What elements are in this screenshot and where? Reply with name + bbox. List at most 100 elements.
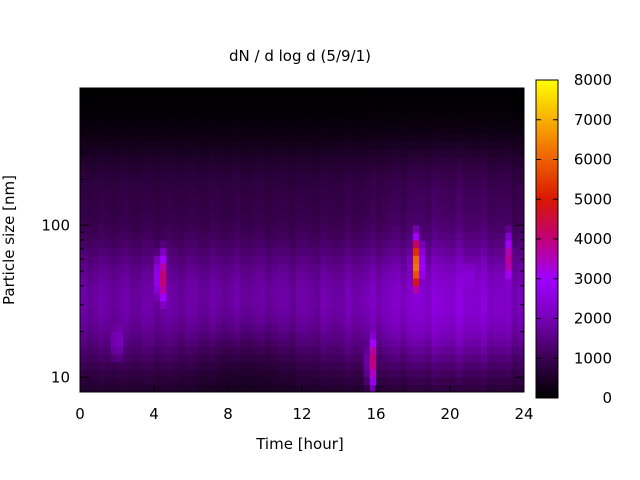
heatmap-cell [413,202,420,211]
heatmap-cell [450,369,457,378]
heatmap-cell [271,209,278,218]
heatmap-cell [265,232,272,241]
heatmap-cell [86,224,93,233]
heatmap-cell [314,103,322,112]
heatmap-cell [493,285,500,294]
heatmap-cell [271,361,278,370]
heatmap-cell [308,103,315,112]
heatmap-cell [86,217,93,226]
heatmap-cell [493,278,500,287]
heatmap-cell [277,148,285,157]
heatmap-cell [110,95,118,104]
heatmap-cell [240,217,248,226]
heatmap-cell [382,300,389,309]
heatmap-cell [431,194,439,203]
heatmap-cell [351,103,359,112]
heatmap-cell [215,224,223,233]
heatmap-cell [302,118,309,127]
heatmap-cell [147,110,155,119]
heatmap-cell [511,179,519,188]
heatmap-cell [178,247,186,256]
heatmap-cell [277,156,285,165]
heatmap-cell [443,217,451,226]
heatmap-cell [493,331,500,340]
heatmap-cell [320,262,328,271]
heatmap-cell [431,88,439,97]
heatmap-cell [406,384,414,392]
heatmap-cell [277,376,285,385]
heatmap-cell [184,209,192,218]
heatmap-cell [505,194,513,203]
heatmap-cell [197,103,204,112]
heatmap-cell [123,270,130,279]
heatmap-cell [456,247,463,256]
heatmap-cell [394,240,402,249]
heatmap-cell [480,156,488,165]
heatmap-cell [110,194,118,203]
heatmap-cell [209,133,217,142]
heatmap-cell [302,376,309,385]
heatmap-cell [499,110,507,119]
heatmap-cell [135,179,143,188]
heatmap-cell [86,354,93,363]
heatmap-cell [511,110,519,119]
heatmap-cell [283,164,291,173]
heatmap-cell [437,384,445,392]
heatmap-cell [228,384,235,392]
heatmap-cell [400,323,408,332]
heatmap-cell [154,278,161,287]
heatmap-cell [265,278,272,287]
heatmap-cell [443,323,451,332]
heatmap-cell [246,110,254,119]
heatmap-cell [178,209,186,218]
heatmap-cell [425,354,433,363]
heatmap-cell [487,156,494,165]
heatmap-cell [271,156,278,165]
heatmap-cell [221,110,229,119]
heatmap-cell [332,247,340,256]
heatmap-cell [487,323,494,332]
heatmap-cell [468,141,476,150]
heatmap-cell [376,194,383,203]
heatmap-cell [135,361,143,370]
heatmap-cell [400,300,408,309]
heatmap-cell [147,179,155,188]
heatmap-cell [123,95,130,104]
heatmap-cell [431,270,439,279]
heatmap-cell [147,338,155,347]
heatmap-cell [191,224,198,233]
heatmap-cell [339,323,346,332]
heatmap-cell [480,171,488,180]
heatmap-cell [252,209,260,218]
heatmap-cell [98,232,106,241]
heatmap-cell [505,338,513,347]
heatmap-cell [443,346,451,355]
heatmap-cell [258,331,266,340]
heatmap-cell [314,202,322,211]
heatmap-cell [80,323,87,332]
heatmap-cell [406,247,414,256]
heatmap-cell [191,346,198,355]
heatmap-cell [240,126,248,135]
heatmap-cell [283,338,291,347]
heatmap-cell [369,126,377,135]
heatmap-cell [332,354,340,363]
heatmap-cell [295,148,303,157]
heatmap-cell [191,300,198,309]
heatmap-cell [184,148,192,157]
heatmap-cell [320,110,328,119]
heatmap-cell [98,255,106,264]
heatmap-cell [258,148,266,157]
heatmap-cell [246,88,254,97]
heatmap-cell [369,354,377,363]
heatmap-cell [425,240,433,249]
heatmap-cell [172,247,180,256]
heatmap-cell [320,308,328,317]
heatmap-cell [104,262,112,271]
heatmap-cell [413,240,420,249]
heatmap-cell [493,323,500,332]
heatmap-cell [295,369,303,378]
heatmap-cell [265,331,272,340]
heatmap-cell [178,224,186,233]
heatmap-cell [406,270,414,279]
